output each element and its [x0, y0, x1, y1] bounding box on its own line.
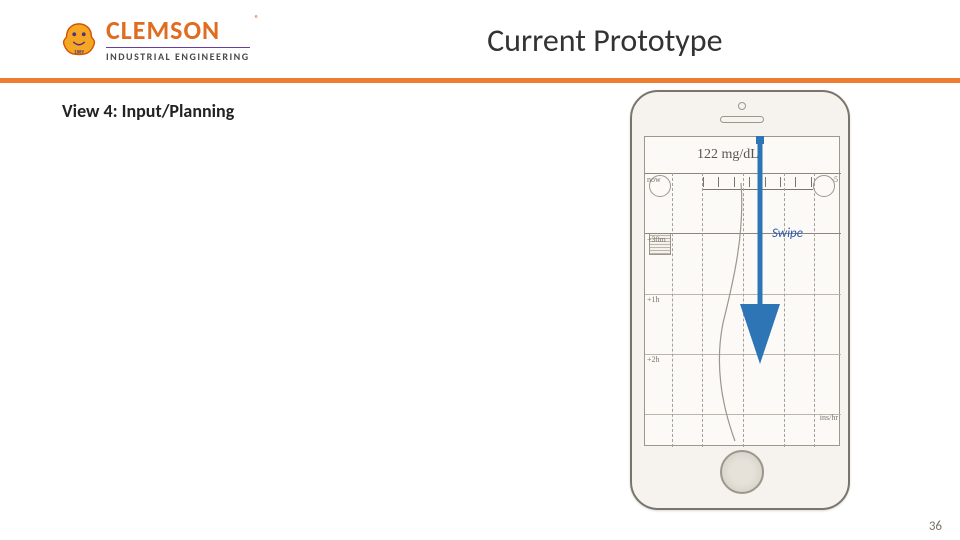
- view-subtitle: View 4: Input/Planning: [62, 100, 234, 122]
- phone-sketch: 122 mg/dL: [630, 90, 860, 520]
- logo-top-text: CLEMSON®: [106, 17, 250, 43]
- logo: 1889 CLEMSON® INDUSTRIAL ENGINEERING: [60, 17, 250, 63]
- logo-text: CLEMSON® INDUSTRIAL ENGINEERING: [106, 17, 250, 63]
- logo-divider: [106, 47, 250, 48]
- phone-speaker-icon: [720, 116, 764, 123]
- logo-sub-text: INDUSTRIAL ENGINEERING: [106, 50, 250, 63]
- registered-icon: ®: [255, 15, 260, 23]
- page-number: 36: [929, 519, 942, 534]
- header: 1889 CLEMSON® INDUSTRIAL ENGINEERING Cur…: [0, 10, 960, 70]
- phone-home-button: [720, 450, 764, 494]
- slide: 1889 CLEMSON® INDUSTRIAL ENGINEERING Cur…: [0, 0, 960, 540]
- glucose-reading: 122 mg/dL: [697, 147, 759, 163]
- phone-camera-icon: [738, 102, 746, 110]
- screen-grid: now +30m +1h +2h -5 ins/hr: [645, 173, 841, 447]
- slide-title: Current Prototype: [250, 21, 960, 60]
- swipe-label: Swipe: [772, 226, 803, 241]
- accent-bar: [0, 78, 960, 83]
- paw-icon: 1889: [60, 21, 98, 59]
- phone-body: 122 mg/dL: [630, 90, 850, 510]
- trend-curve: [645, 173, 841, 447]
- phone-screen: 122 mg/dL: [644, 136, 840, 446]
- svg-text:1889: 1889: [74, 49, 84, 55]
